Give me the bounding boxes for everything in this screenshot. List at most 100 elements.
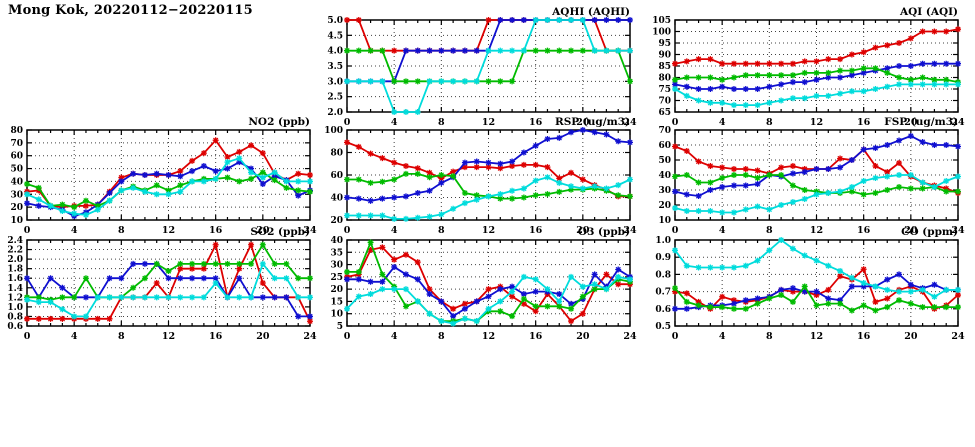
y-tick-label: 30	[10, 190, 23, 200]
x-tick-label: 16	[529, 117, 543, 128]
x-tick-label: 0	[344, 331, 351, 342]
chart-o3: 5 10 15 20 25 30 35 40 0 4 8 12 16 20 24 O3 (ppb)	[319, 226, 637, 348]
y-tick-label: 3.5	[327, 62, 343, 72]
x-tick-label: 4	[391, 331, 398, 342]
y-tick-label: 1.0	[655, 236, 671, 246]
x-tick-label: 24	[303, 331, 317, 342]
x-tick-label: 8	[438, 225, 445, 236]
y-tick-label: 100	[324, 126, 343, 136]
plot-border	[346, 129, 631, 221]
y-tick-label: 35	[330, 248, 343, 258]
y-tick-label: 0.6	[7, 322, 23, 332]
x-tick-label: 8	[766, 117, 773, 128]
aqhi-plot-svg: 2.0 2.5 3.0 3.5 4.0 4.5 5.0 0 4 8 12 16 20 24 AQHI (AQ…	[327, 6, 637, 128]
y-tick-label: 2.5	[327, 93, 343, 103]
x-tick-label: 8	[766, 225, 773, 236]
y-tick-label: 20	[658, 201, 671, 211]
y-tick-label: 80	[658, 74, 671, 84]
y-tick-label: 100	[652, 28, 671, 38]
x-tick-label: 12	[810, 117, 823, 128]
x-tick-label: 16	[857, 225, 871, 236]
chart-so2: 0.6 0.8 1.0 1.2 1.4 1.6 1.8 2.0 2.2 2.4 0 4 8 12 16 20 2…	[0, 226, 317, 348]
y-tick-label: 50	[658, 156, 671, 166]
series-markers-cyan	[672, 81, 961, 109]
chart-title: O3 (ppb)	[578, 226, 630, 238]
y-tick-label: 1.6	[7, 274, 23, 284]
x-tick-label: 0	[344, 225, 351, 236]
x-tick-label: 0	[672, 331, 679, 342]
x-tick-label: 20	[904, 225, 918, 236]
x-tick-label: 16	[857, 331, 871, 342]
y-tick-label: 105	[652, 16, 671, 26]
x-tick-label: 16	[529, 225, 543, 236]
x-tick-label: 24	[951, 225, 965, 236]
x-tick-label: 16	[529, 331, 543, 342]
y-tick-label: 4.0	[327, 47, 343, 57]
series-markers-cyan	[344, 273, 633, 327]
y-tick-label: 15	[330, 297, 343, 307]
x-tick-label: 20	[576, 117, 590, 128]
x-tick-label: 0	[24, 225, 31, 236]
x-tick-label: 4	[719, 225, 726, 236]
x-tick-label: 20	[576, 225, 590, 236]
series-markers-cyan	[344, 17, 633, 115]
x-tick-label: 12	[482, 117, 495, 128]
y-tick-label: 1.8	[7, 265, 23, 275]
x-tick-label: 24	[303, 225, 317, 236]
y-tick-label: 30	[658, 186, 671, 196]
y-tick-label: 0.6	[655, 305, 671, 315]
y-tick-label: 10	[10, 216, 23, 226]
x-tick-label: 8	[118, 331, 125, 342]
page-title: Mong Kok, 20220112−20220115	[8, 3, 253, 18]
y-tick-label: 60	[10, 152, 23, 162]
series-markers-blue	[344, 127, 633, 204]
chart-rsp: 20 40 60 80 100 0 4 8 12 16 20 24 RSP (ug/m3)	[319, 116, 637, 242]
x-tick-label: 16	[209, 331, 223, 342]
x-tick-label: 8	[118, 225, 125, 236]
y-tick-label: 85	[658, 62, 671, 72]
x-tick-label: 12	[482, 331, 495, 342]
x-tick-label: 20	[904, 331, 918, 342]
x-tick-label: 12	[810, 331, 823, 342]
y-tick-label: 0.5	[655, 322, 671, 332]
series-markers-cyan	[24, 155, 313, 218]
chart-fsp: 10 20 30 40 50 60 70 0 4 8 12 16 20 24 FSP (ug/m3)	[647, 116, 965, 242]
y-tick-label: 10	[330, 310, 343, 320]
x-tick-label: 4	[719, 117, 726, 128]
y-tick-label: 2.4	[7, 236, 23, 246]
x-tick-label: 20	[256, 225, 270, 236]
y-tick-label: 20	[330, 216, 343, 226]
x-tick-label: 8	[766, 331, 773, 342]
y-tick-label: 4.5	[327, 31, 343, 41]
chart-aqhi: 2.0 2.5 3.0 3.5 4.0 4.5 5.0 0 4 8 12 16 20 24 AQHI (AQ…	[319, 6, 637, 134]
chart-title: AQHI (AQHI)	[551, 6, 630, 18]
x-tick-label: 4	[391, 225, 398, 236]
series-markers-red	[672, 26, 961, 67]
x-tick-label: 8	[438, 331, 445, 342]
x-tick-label: 24	[623, 331, 637, 342]
y-tick-label: 10	[658, 216, 671, 226]
y-tick-label: 70	[658, 97, 671, 107]
x-tick-label: 4	[71, 331, 78, 342]
chart-title: RSP (ug/m3)	[555, 116, 630, 128]
plot-border	[674, 239, 959, 327]
chart-co: 0.5 0.6 0.7 0.8 0.9 1.0 0 4 8 12 16 20 24 CO (ppm)	[647, 226, 965, 348]
y-tick-label: 1.0	[7, 303, 23, 313]
y-tick-label: 60	[658, 141, 671, 151]
y-tick-label: 0.8	[655, 270, 671, 280]
x-tick-label: 0	[344, 117, 351, 128]
chart-title: NO2 (ppb)	[248, 116, 310, 128]
y-tick-label: 20	[10, 203, 23, 213]
x-tick-label: 20	[576, 331, 590, 342]
series-markers-blue	[672, 60, 961, 92]
y-tick-label: 2.0	[327, 108, 343, 118]
series-markers-cyan	[672, 172, 961, 216]
chart-title: SO2 (ppb)	[250, 226, 310, 238]
y-tick-label: 3.0	[327, 77, 343, 87]
chart-no2: 10 20 30 40 50 60 70 80 0 4 8 12 16 20 24 NO2 (ppb)	[0, 116, 317, 242]
x-tick-label: 4	[719, 331, 726, 342]
y-tick-label: 0.8	[7, 312, 23, 322]
